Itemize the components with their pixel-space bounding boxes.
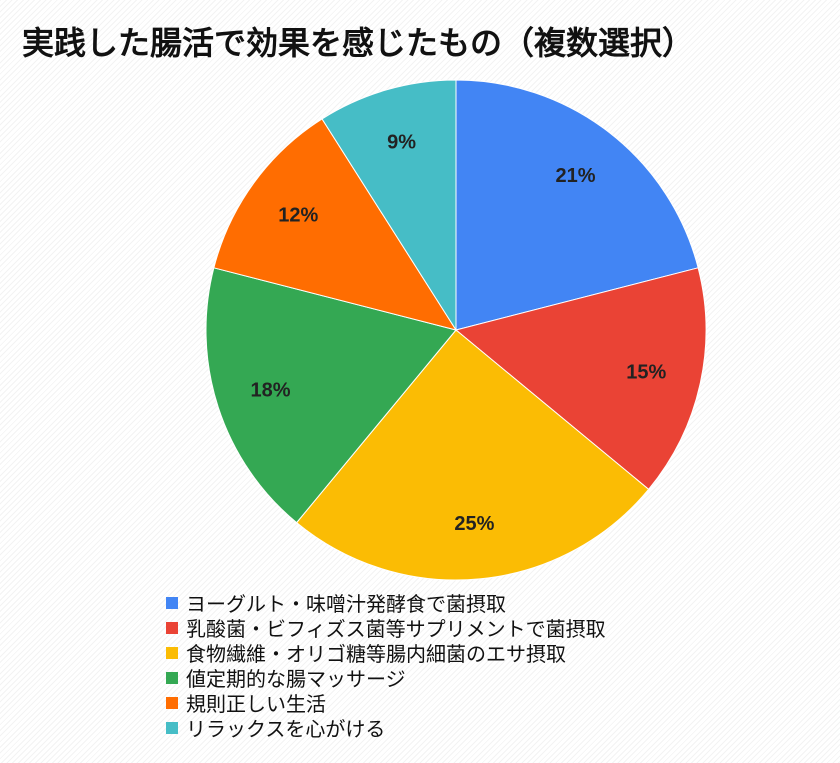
slice-label: 18% <box>251 379 291 401</box>
legend: ヨーグルト・味噌汁発酵食で菌摂取 乳酸菌・ビフィズス菌等サプリメントで菌摂取 食… <box>166 590 606 741</box>
legend-item: リラックスを心がける <box>166 715 606 741</box>
legend-label: 値定期的な腸マッサージ <box>186 667 406 691</box>
legend-label: 乳酸菌・ビフィズス菌等サプリメントで菌摂取 <box>186 617 606 641</box>
legend-item: 乳酸菌・ビフィズス菌等サプリメントで菌摂取 <box>166 615 606 641</box>
legend-label: 食物繊維・オリゴ糖等腸内細菌のエサ摂取 <box>186 642 566 666</box>
chart-title: 実践した腸活で効果を感じたもの（複数選択） <box>22 24 695 62</box>
legend-label: 規則正しい生活 <box>186 692 326 716</box>
pie-slice <box>321 79 457 332</box>
slice-label: 9% <box>387 132 416 154</box>
legend-item: 食物繊維・オリゴ糖等腸内細菌のエサ摂取 <box>166 640 606 666</box>
pie-slice <box>213 118 458 331</box>
legend-swatch <box>166 696 178 709</box>
legend-item: ヨーグルト・味噌汁発酵食で菌摂取 <box>166 590 606 616</box>
legend-label: リラックスを心がける <box>186 717 386 741</box>
legend-swatch <box>166 646 178 659</box>
pie-slice <box>455 79 699 331</box>
legend-swatch <box>166 621 178 634</box>
slice-label: 25% <box>454 513 494 535</box>
pie-slice <box>454 267 707 491</box>
slice-label: 12% <box>278 204 318 226</box>
legend-swatch <box>166 596 178 609</box>
legend-label: ヨーグルト・味噌汁発酵食で菌摂取 <box>186 592 506 616</box>
legend-item: 値定期的な腸マッサージ <box>166 665 606 691</box>
legend-item: 規則正しい生活 <box>166 690 606 716</box>
slice-label: 15% <box>626 362 666 384</box>
slice-label: 21% <box>556 165 596 187</box>
legend-swatch <box>166 671 178 684</box>
pie-slice <box>295 329 650 581</box>
pie-slice <box>205 267 457 524</box>
legend-swatch <box>166 721 178 734</box>
